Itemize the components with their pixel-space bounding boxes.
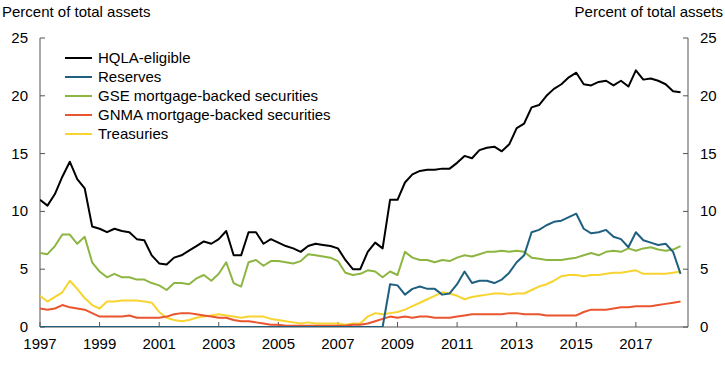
legend-swatch	[65, 114, 92, 116]
y2-tick	[683, 95, 688, 96]
legend-swatch	[65, 133, 92, 135]
x-tick-label: 2003	[202, 335, 235, 352]
y-tick-label: 15	[11, 145, 28, 162]
y2-tick-label: 10	[700, 202, 717, 219]
y-tick-label: 0	[20, 318, 28, 335]
legend-label: Treasuries	[98, 125, 168, 142]
x-tick-label: 1997	[23, 335, 56, 352]
legend-label: Reserves	[98, 68, 161, 85]
legend-swatch	[65, 57, 92, 59]
x-tick-label: 2015	[560, 335, 593, 352]
y2-tick	[683, 38, 688, 39]
x-tick-label: 2013	[500, 335, 533, 352]
y-tick	[40, 153, 45, 154]
y2-axis-title: Percent of total assets	[575, 3, 723, 20]
y-tick	[40, 95, 45, 96]
y-axis-title: Percent of total assets	[2, 3, 150, 20]
plot-area	[40, 70, 681, 327]
legend-label: GNMA mortgage-backed securities	[98, 106, 331, 123]
y2-tick-label: 15	[700, 145, 717, 162]
y2-tick-label: 20	[700, 87, 717, 104]
y-tick-label: 25	[11, 29, 28, 46]
x-tick	[457, 322, 458, 327]
x-tick-label: 2001	[142, 335, 175, 352]
series-line	[40, 235, 681, 290]
y2-tick	[683, 211, 688, 212]
y2-tick-label: 0	[700, 318, 708, 335]
x-tick-label: 2005	[262, 335, 295, 352]
y2-tick	[683, 269, 688, 270]
y-tick	[40, 38, 45, 39]
y-axis-line	[40, 38, 41, 327]
x-tick-label: 2009	[381, 335, 414, 352]
legend-swatch	[65, 95, 92, 97]
legend-label: HQLA-eligible	[98, 49, 191, 66]
x-tick-label: 2007	[321, 335, 354, 352]
y2-tick	[683, 327, 688, 328]
y-tick	[40, 211, 45, 212]
x-tick-label: 2011	[441, 335, 473, 352]
y-tick-label: 5	[20, 260, 28, 277]
x-tick	[576, 322, 577, 327]
legend-label: GSE mortgage-backed securities	[98, 87, 318, 104]
x-tick-label: 1999	[83, 335, 116, 352]
series-line	[40, 302, 681, 326]
series-line	[40, 70, 681, 269]
y-tick-label: 10	[11, 202, 28, 219]
y-tick	[40, 269, 45, 270]
x-tick	[635, 322, 636, 327]
y2-tick	[683, 153, 688, 154]
y2-axis-line	[688, 38, 689, 327]
x-tick-label: 2017	[619, 335, 652, 352]
chart: Percent of total assets Percent of total …	[0, 0, 725, 371]
legend-swatch	[65, 76, 92, 78]
x-tick	[516, 322, 517, 327]
x-tick	[397, 322, 398, 327]
y2-tick-label: 25	[700, 29, 717, 46]
series-line	[40, 214, 681, 327]
y-tick-label: 20	[11, 87, 28, 104]
y2-tick-label: 5	[700, 260, 708, 277]
